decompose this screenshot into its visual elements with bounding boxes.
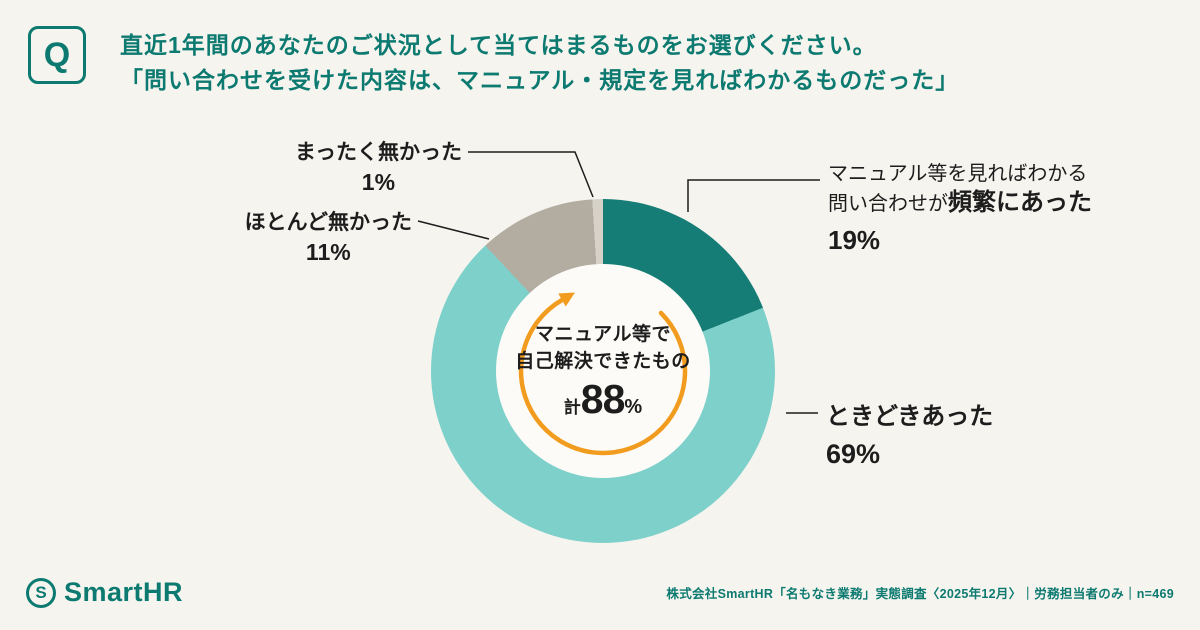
source-note: 株式会社SmartHR「名もなき業務」実態調査〈2025年12月〉｜労務担当者の… [666,587,1174,601]
callout-never-label: まったく無かった [294,141,462,164]
callout-frequent-line1: マニュアル等を見ればわかる [828,163,1088,185]
center-total-value: 88 [580,376,626,422]
donut-center-text: マニュアル等で 自己解決できたもの 計88% [496,264,710,478]
callout-rarely-label: ほとんど無かった [244,211,412,234]
leader-line-rarely [417,220,490,240]
callout-frequent-line2-normal: 問い合わせが [828,193,948,215]
callout-frequent-line2: 問い合わせが頻繁にあった [828,188,1092,219]
center-label-line1: マニュアル等で [535,324,671,345]
callout-frequent: マニュアル等を見ればわかる 問い合わせが頻繁にあった 19% [828,160,1092,256]
smarthr-logo: S SmartHR [26,577,183,608]
circular-arrow-icon [518,292,688,456]
question-title-line2: 「問い合わせを受けた内容は、マニュアル・規定を見ればわかるものだった」 [120,67,960,93]
leader-line-frequent [687,179,820,212]
callout-frequent-line2-bold: 頻繁にあった [948,189,1092,216]
question-badge: Q [28,26,86,84]
question-title: 直近1年間のあなたのご状況として当てはまるものをお選びください。 「問い合わせを… [120,28,959,98]
center-total-unit: % [624,396,643,418]
center-total-prefix: 計 [563,398,581,417]
callout-frequent-value: 19% [828,225,881,255]
callout-rarely-value: 11% [305,239,351,265]
smarthr-logo-text: SmartHR [64,577,184,607]
callout-sometimes-value: 69% [826,439,881,469]
smarthr-logo-icon: S [26,577,56,608]
callout-never: まったく無かった 1% [295,136,462,196]
center-label-line2: 自己解決できたもの [515,351,691,372]
leader-line-never [468,151,594,198]
question-title-line1: 直近1年間のあなたのご状況として当てはまるものをお選びください。 [120,32,877,58]
callout-sometimes: ときどきあった 69% [826,396,993,470]
callout-sometimes-label: ときどきあった [826,403,994,430]
callout-rarely: ほとんど無かった 11% [245,206,412,266]
callout-never-value: 1% [361,169,396,195]
donut-center: マニュアル等で 自己解決できたもの 計88% [496,264,710,478]
center-total: 計88% [564,377,642,431]
